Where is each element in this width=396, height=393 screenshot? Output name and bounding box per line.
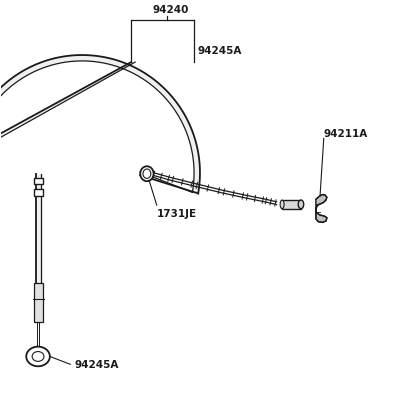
Polygon shape xyxy=(0,55,200,193)
Polygon shape xyxy=(316,195,327,222)
Ellipse shape xyxy=(143,169,151,178)
Ellipse shape xyxy=(32,351,44,362)
Polygon shape xyxy=(0,62,135,154)
Polygon shape xyxy=(34,283,43,322)
Text: 1731JE: 1731JE xyxy=(157,209,197,219)
Bar xyxy=(282,200,301,209)
Text: 94245A: 94245A xyxy=(198,46,242,56)
Text: 94240: 94240 xyxy=(152,5,188,15)
Ellipse shape xyxy=(140,166,154,181)
Text: 94211A: 94211A xyxy=(324,129,368,140)
Bar xyxy=(34,189,42,196)
Text: 94245A: 94245A xyxy=(74,360,118,370)
Bar xyxy=(34,178,42,184)
Ellipse shape xyxy=(26,347,50,366)
Ellipse shape xyxy=(298,200,304,209)
Ellipse shape xyxy=(280,200,284,209)
